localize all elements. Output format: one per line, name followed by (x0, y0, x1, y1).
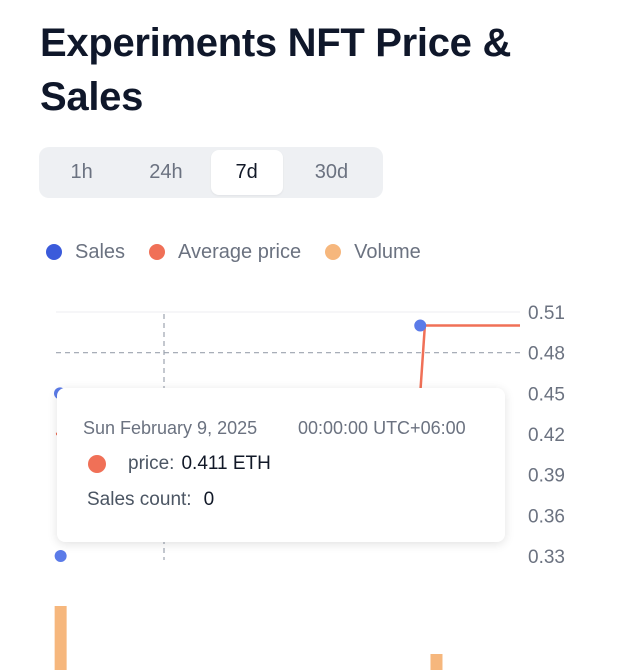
y-tick-label: 0.36 (528, 506, 565, 527)
volume-bar (54, 606, 67, 670)
y-tick-label: 0.42 (528, 425, 565, 446)
volume-bar (430, 654, 443, 670)
tab-1h[interactable]: 1h (70, 161, 93, 183)
legend-item-sales[interactable]: Sales (46, 241, 125, 264)
tooltip-sales-label: Sales count: (87, 489, 192, 510)
legend-dot-average-price (149, 244, 166, 260)
legend-dot-sales (46, 244, 62, 260)
tooltip-sales-value: 0 (203, 489, 215, 510)
legend-label-sales: Sales (75, 240, 126, 263)
sales-point (414, 319, 427, 332)
tooltip-price-value: 0.411 ETH (181, 453, 271, 474)
page-title: Experiments NFT Price & Sales (40, 21, 512, 119)
legend-label-volume: Volume (354, 240, 421, 263)
y-tick-label: 0.39 (528, 466, 565, 487)
y-tick-label: 0.45 (528, 384, 565, 405)
chart-tooltip: Sun February 9, 2025 00:00:00 UTC+06:00 … (57, 388, 505, 542)
sales-point (54, 550, 67, 562)
y-tick-label: 0.33 (528, 547, 565, 568)
tooltip-date: Sun February 9, 2025 (83, 418, 258, 438)
tab-30d[interactable]: 30d (314, 161, 349, 183)
chart-legend: Sales Average price Volume (46, 240, 445, 264)
tooltip-price-dot (88, 455, 106, 473)
legend-item-average-price[interactable]: Average price (149, 241, 301, 264)
y-tick-label: 0.51 (528, 303, 565, 324)
tab-7d[interactable]: 7d (210, 150, 283, 195)
tab-24h[interactable]: 24h (149, 161, 183, 183)
tooltip-price-label: price: (128, 453, 175, 474)
y-tick-label: 0.48 (528, 344, 565, 365)
legend-dot-volume (325, 244, 342, 260)
time-range-tabs: 1h 24h 7d 30d (39, 147, 383, 198)
legend-label-average-price: Average price (178, 240, 302, 263)
legend-item-volume[interactable]: Volume (325, 241, 421, 264)
tooltip-time: 00:00:00 UTC+06:00 (298, 418, 466, 438)
